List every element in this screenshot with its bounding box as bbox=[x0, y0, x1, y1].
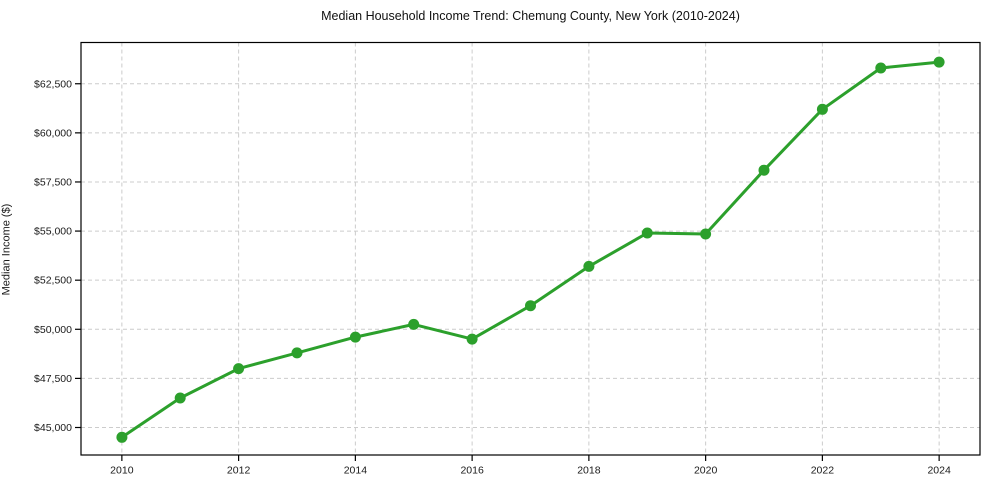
x-tick-label: 2014 bbox=[344, 465, 368, 477]
data-point-2024 bbox=[933, 56, 945, 68]
data-point-2010 bbox=[116, 431, 128, 443]
data-point-2018 bbox=[583, 260, 595, 272]
x-tick-label: 2024 bbox=[927, 465, 951, 477]
plot-border bbox=[80, 41, 981, 456]
y-tick-label: $45,000 bbox=[34, 422, 72, 434]
trend-line bbox=[120, 60, 941, 439]
chart-title: Median Household Income Trend: Chemung C… bbox=[321, 9, 740, 23]
x-tick-label: 2016 bbox=[460, 465, 484, 477]
data-point-2023 bbox=[875, 62, 887, 74]
y-tick-label: $57,500 bbox=[34, 176, 72, 188]
y-tick-label: $52,500 bbox=[34, 275, 72, 287]
y-tick-label: $55,000 bbox=[34, 226, 72, 238]
y-tick-label: $47,500 bbox=[34, 373, 72, 385]
y-tick-label: $60,000 bbox=[34, 127, 72, 139]
data-point-2017 bbox=[525, 300, 536, 312]
x-tick-label: 2018 bbox=[577, 465, 601, 477]
data-point-2022 bbox=[816, 103, 828, 115]
data-point-2020 bbox=[700, 228, 712, 240]
x-tick-label: 2022 bbox=[811, 465, 835, 477]
data-point-2016 bbox=[466, 333, 478, 345]
x-tick-label: 2010 bbox=[110, 465, 134, 477]
data-point-2013 bbox=[291, 347, 303, 359]
data-point-2019 bbox=[641, 227, 653, 239]
y-tick-label: $50,000 bbox=[34, 324, 72, 336]
x-tick-label: 2012 bbox=[227, 465, 251, 477]
data-point-2014 bbox=[349, 331, 361, 343]
data-point-2011 bbox=[174, 392, 186, 404]
y-tick-label: $62,500 bbox=[34, 78, 72, 90]
data-point-2012 bbox=[233, 363, 245, 375]
data-point-2015 bbox=[408, 318, 420, 330]
x-tick-label: 2020 bbox=[694, 465, 718, 477]
data-point-2021 bbox=[758, 164, 770, 176]
